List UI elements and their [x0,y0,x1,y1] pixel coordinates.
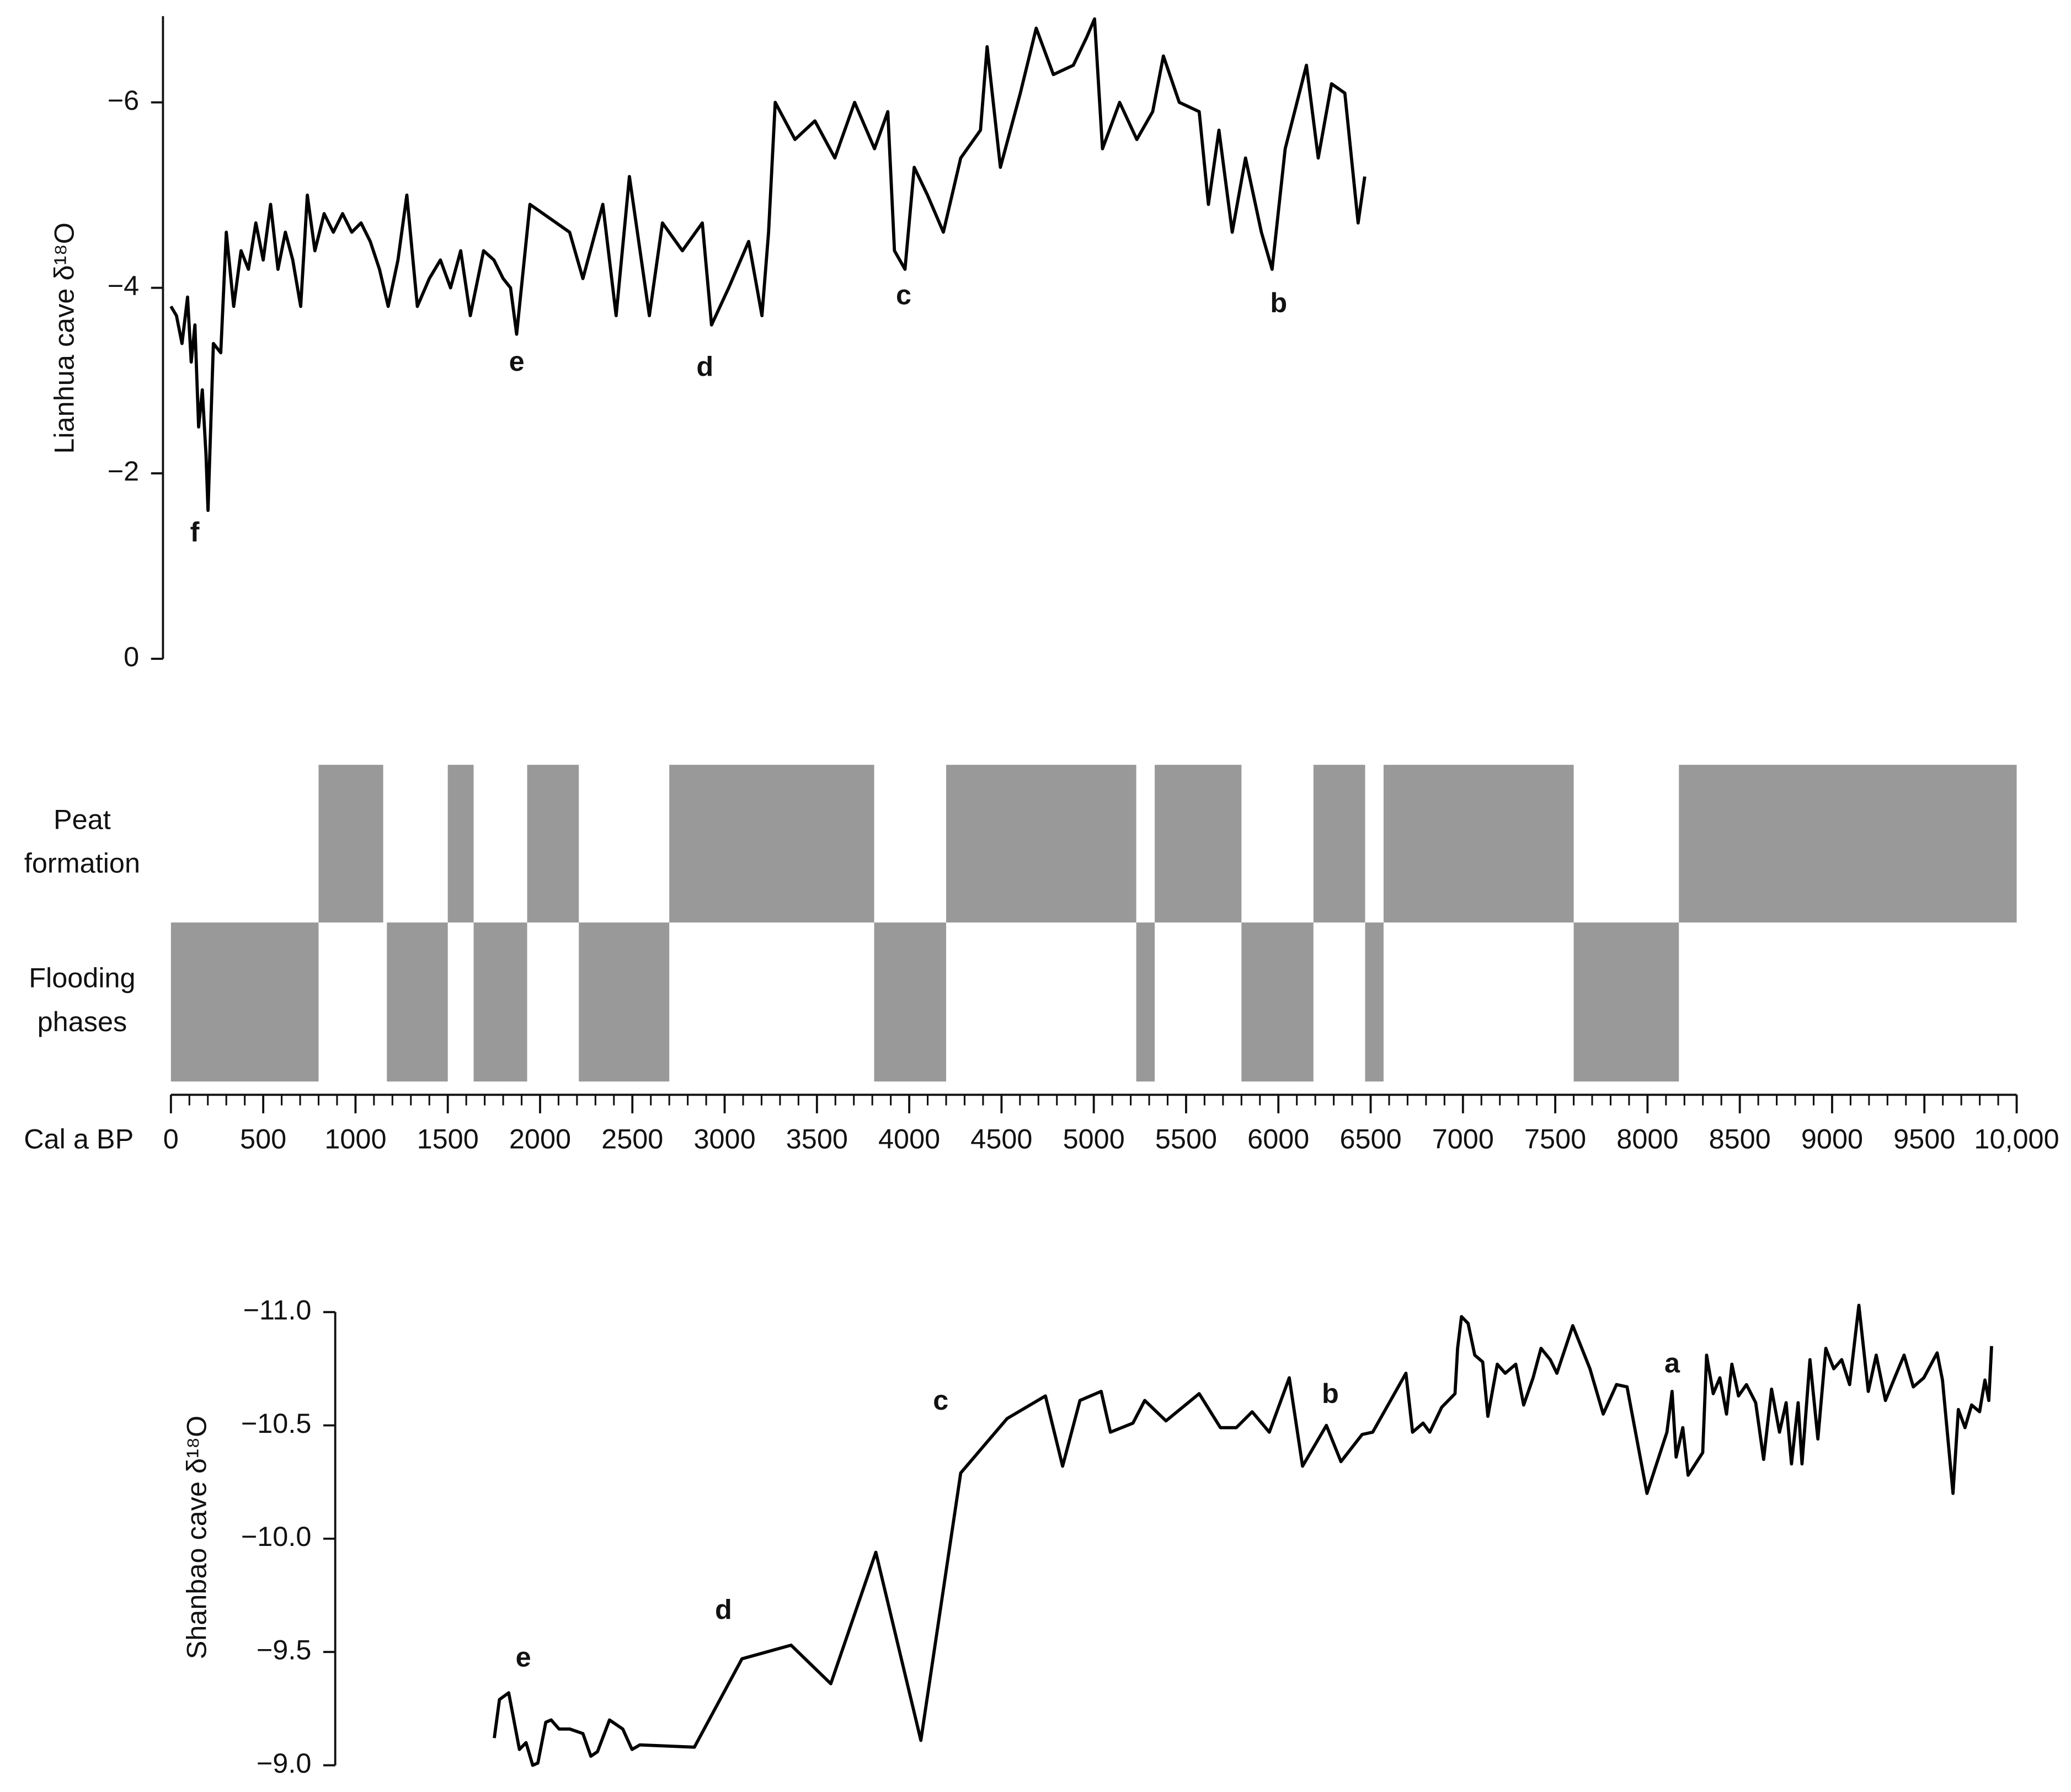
y-tick-label: −11.0 [243,1294,312,1325]
x-tick-label: 5000 [1063,1123,1125,1155]
phase-bar [1573,922,1679,1082]
x-tick-label: 3000 [693,1123,755,1155]
x-tick-label: 4500 [970,1123,1032,1155]
annotation: d [715,1593,732,1625]
x-tick-label: 6000 [1247,1123,1309,1155]
phase-bar [447,765,474,923]
phase-bar [1313,765,1365,923]
phase-bar [946,765,1136,923]
annotation: d [696,350,713,382]
x-tick-label: 7500 [1524,1123,1586,1155]
x-tick-label: 8500 [1709,1123,1771,1155]
phase-bar [318,765,383,923]
phase-bar [1679,765,2017,923]
annotation: c [933,1384,948,1416]
x-tick-label: 0 [163,1123,179,1155]
y-tick-label: 0 [124,641,139,672]
x-tick-label: 10,000 [1974,1123,2059,1155]
annotation: e [516,1641,531,1673]
annotation: c [896,279,911,311]
x-tick-label: 2500 [601,1123,663,1155]
y-tick-label: −10.0 [241,1521,312,1552]
data-line [493,1303,1993,1767]
x-tick-label: 1000 [324,1123,386,1155]
data-line [169,17,1367,513]
phase-bar [874,922,947,1082]
x-axis-label: Cal a BP [24,1123,134,1155]
y-axis-label: Shanbao cave δ¹⁸O [181,1416,212,1660]
phase-bar [1136,922,1155,1082]
x-tick-label: 7000 [1432,1123,1494,1155]
row-label: Flooding phases [29,962,135,1037]
y-tick-label: −6 [108,84,140,116]
y-tick-label: −2 [108,455,140,487]
row-label: Peat formation [24,804,140,879]
phase-bar [527,765,579,923]
y-tick-label: −10.5 [241,1407,312,1439]
y-tick-label: −9.0 [257,1747,312,1779]
x-tick-label: 1500 [417,1123,479,1155]
phase-bar [387,922,448,1082]
annotation: b [1270,287,1287,318]
x-tick-label: 9000 [1801,1123,1863,1155]
phase-bar [170,922,319,1082]
annotation: f [190,516,200,548]
phase-bar [1383,765,1574,923]
x-tick-label: 9500 [1893,1123,1955,1155]
x-tick-label: 8000 [1616,1123,1678,1155]
x-tick-label: 3500 [786,1123,848,1155]
y-axis-label: Lianhua cave δ¹⁸O [48,222,79,454]
annotation: a [1664,1347,1680,1379]
y-tick-label: −4 [108,270,140,301]
x-tick-label: 5500 [1155,1123,1217,1155]
phase-bar [1241,922,1314,1082]
x-tick-label: 4000 [878,1123,940,1155]
phase-bar [473,922,527,1082]
phase-bar [579,922,670,1082]
annotation: b [1322,1378,1339,1409]
x-tick-label: 6500 [1339,1123,1401,1155]
phase-bar [669,765,874,923]
x-tick-label: 2000 [509,1123,571,1155]
y-tick-label: −9.5 [257,1634,312,1666]
phase-bar [1365,922,1384,1082]
x-tick-label: 500 [240,1123,286,1155]
phase-bar [1155,765,1242,923]
annotation: e [509,345,525,377]
